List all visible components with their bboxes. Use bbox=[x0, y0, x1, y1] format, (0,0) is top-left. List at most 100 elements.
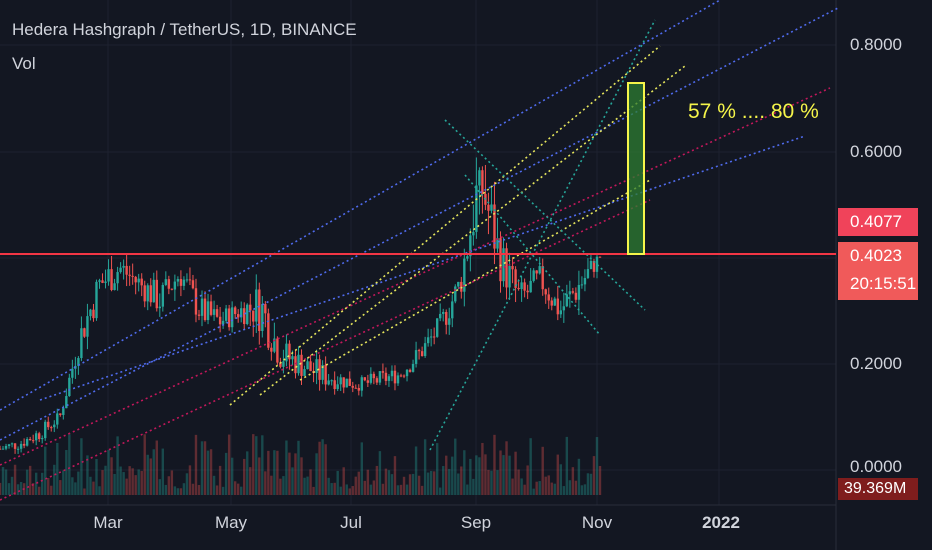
candle-body bbox=[128, 274, 131, 276]
volume-bar bbox=[556, 454, 559, 495]
candle-body bbox=[336, 384, 339, 390]
candle-body bbox=[571, 291, 575, 293]
candle-body bbox=[369, 373, 373, 383]
candle-body bbox=[330, 380, 333, 382]
volume-bar bbox=[279, 478, 282, 495]
volume-bar bbox=[161, 448, 165, 495]
volume-bar bbox=[451, 456, 454, 495]
candle-body bbox=[233, 307, 237, 315]
candle-body bbox=[77, 358, 80, 366]
candle-body bbox=[173, 281, 177, 290]
candle-body bbox=[384, 372, 388, 381]
volume-histogram bbox=[0, 434, 602, 495]
candle-body bbox=[499, 238, 502, 282]
volume-bar bbox=[261, 435, 264, 495]
volume-bar bbox=[481, 442, 484, 495]
candle-body bbox=[318, 359, 321, 380]
candle-body bbox=[565, 294, 569, 307]
candle-body bbox=[333, 380, 336, 390]
candle-body bbox=[246, 304, 249, 325]
magenta-channel-low bbox=[0, 199, 651, 501]
candle-body bbox=[354, 387, 357, 389]
y-tick-label: 0.8000 bbox=[850, 35, 902, 54]
candle-body bbox=[240, 308, 243, 318]
volume-bar bbox=[544, 476, 547, 495]
candle-body bbox=[345, 378, 348, 388]
candle-body bbox=[420, 351, 424, 357]
candle-body bbox=[381, 371, 385, 373]
volume-bar bbox=[562, 486, 566, 495]
volume-bar bbox=[113, 473, 116, 495]
candle-body bbox=[529, 280, 532, 293]
volume-bar bbox=[77, 471, 80, 495]
volume-bar bbox=[282, 476, 285, 495]
volume-bar bbox=[267, 450, 270, 495]
volume-bar bbox=[514, 451, 517, 495]
candle-body bbox=[134, 276, 137, 283]
volume-bar bbox=[396, 485, 400, 495]
volume-bar bbox=[309, 469, 312, 495]
candle-body bbox=[390, 370, 394, 377]
x-tick-label: Jul bbox=[340, 513, 362, 532]
volume-bar bbox=[158, 479, 161, 495]
volume-bar bbox=[294, 453, 297, 495]
candle-body bbox=[37, 433, 41, 439]
candle-body bbox=[520, 282, 523, 290]
candle-body bbox=[595, 256, 599, 272]
candle-body bbox=[535, 270, 538, 274]
candle-body bbox=[95, 281, 98, 319]
volume-bar bbox=[508, 455, 511, 495]
volume-bar bbox=[417, 475, 421, 495]
candle-body bbox=[243, 308, 246, 325]
volume-badge: 39.369M bbox=[838, 478, 918, 500]
volume-bar bbox=[233, 481, 237, 495]
volume-bar bbox=[363, 480, 367, 495]
candle-body bbox=[164, 279, 168, 285]
volume-bar bbox=[523, 484, 526, 495]
volume-bar bbox=[429, 470, 433, 495]
candle-body bbox=[342, 377, 345, 388]
candle-body bbox=[541, 266, 544, 290]
last-price-value: 0.4023 bbox=[850, 246, 902, 265]
volume-bar bbox=[487, 469, 490, 495]
candle-body bbox=[463, 258, 466, 292]
volume-bar bbox=[128, 466, 131, 495]
candle-body bbox=[50, 427, 53, 429]
yellow-fan-1 bbox=[229, 45, 661, 406]
volume-bar bbox=[62, 470, 65, 495]
volume-bar bbox=[342, 467, 345, 495]
volume-bar bbox=[240, 486, 243, 495]
volume-bar bbox=[306, 476, 309, 495]
candle-body bbox=[62, 408, 65, 415]
candle-body bbox=[65, 396, 68, 409]
candle-body bbox=[387, 376, 391, 381]
candle-body bbox=[580, 284, 584, 286]
volume-bar bbox=[246, 451, 249, 495]
candle-body bbox=[170, 288, 174, 290]
candle-body bbox=[351, 385, 354, 388]
volume-bar bbox=[236, 483, 240, 495]
candle-body bbox=[339, 377, 342, 385]
volume-bar bbox=[439, 487, 442, 495]
volume-bar bbox=[448, 468, 451, 495]
volume-bar bbox=[460, 466, 463, 495]
volume-bar bbox=[472, 478, 475, 495]
volume-bar bbox=[571, 467, 575, 495]
volume-bar bbox=[200, 441, 204, 495]
grid bbox=[0, 0, 836, 505]
candle-body bbox=[288, 343, 291, 360]
candle-body bbox=[143, 285, 146, 302]
volume-bar bbox=[285, 440, 288, 495]
trend-lines[interactable] bbox=[0, 0, 839, 501]
volume-bar bbox=[116, 436, 119, 495]
target-annotation[interactable]: 57 % .... 80 % bbox=[688, 100, 819, 123]
candle-body bbox=[598, 256, 602, 258]
volume-bar bbox=[466, 484, 469, 495]
volume-bar bbox=[381, 483, 385, 495]
candle-body bbox=[568, 291, 572, 295]
volume-bar bbox=[221, 486, 225, 495]
candle-body bbox=[89, 309, 92, 317]
volume-bar bbox=[255, 436, 258, 495]
target-box[interactable] bbox=[627, 82, 645, 255]
